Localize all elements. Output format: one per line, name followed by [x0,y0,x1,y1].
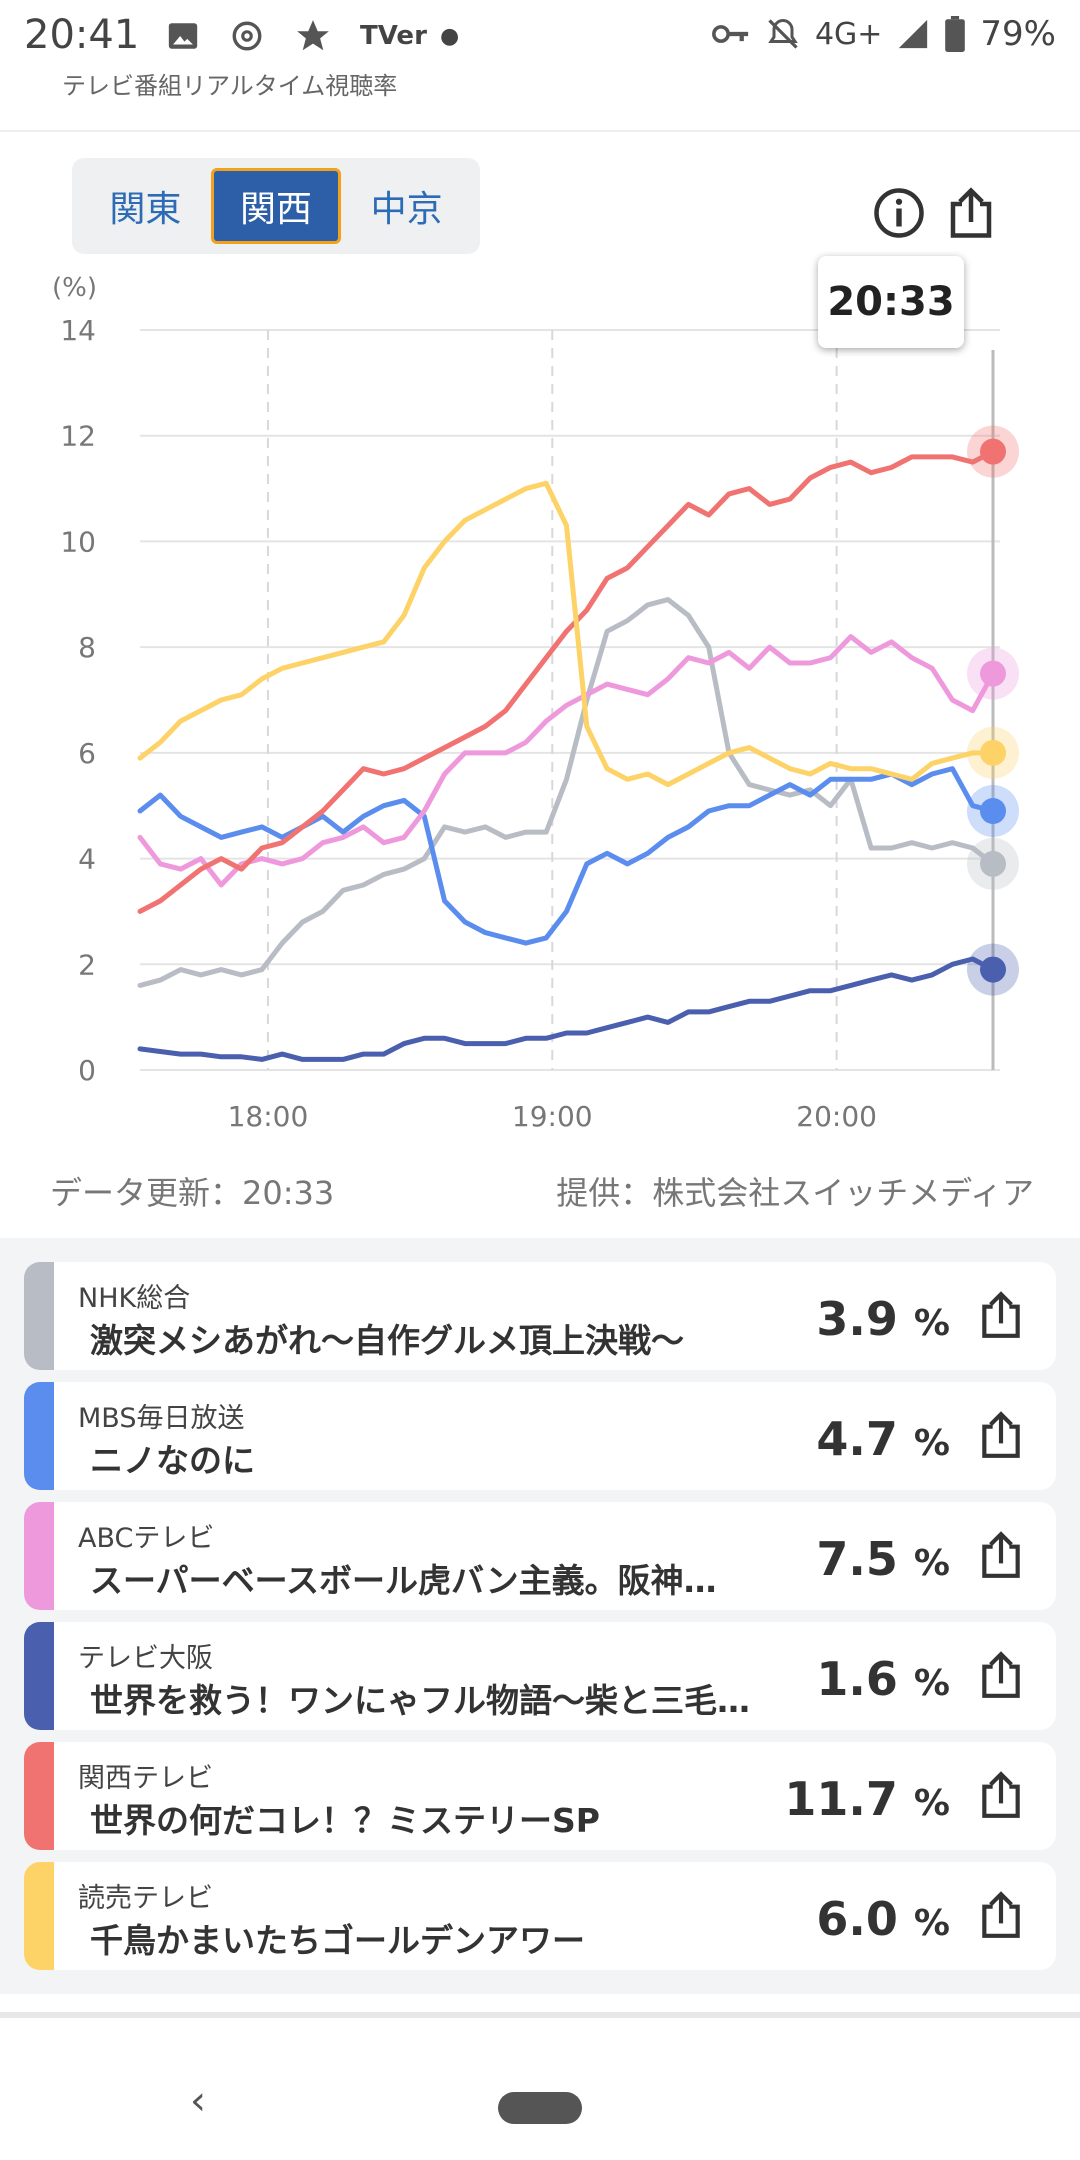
data-source: 提供：株式会社スイッチメディア [556,1174,1034,1212]
program-card-abc[interactable]: ABCテレビ スーパーベースボール虎バン主義。阪神… 7.5 % [24,1502,1056,1610]
channel-color-bar [24,1262,54,1370]
program-title: 激突メシあがれ〜自作グルメ頂上決戦〜 [90,1321,684,1360]
series-line [137,449,996,914]
info-icon[interactable] [872,186,926,240]
network-label: 4G+ [814,16,883,52]
rating-value: 3.9 % [816,1292,950,1346]
list-bottom-divider [0,2012,1080,2018]
bell-off-icon [768,18,798,49]
program-card-kansai-tv[interactable]: 関西テレビ 世界の何だコレ！？ミステリーSP 11.7 % [24,1742,1056,1850]
program-card-nhk[interactable]: NHK総合 激突メシあがれ〜自作グルメ頂上決戦〜 3.9 % [24,1262,1056,1370]
star-icon [294,18,332,54]
share-icon[interactable] [976,1890,1026,1940]
channel-name: MBS毎日放送 [78,1403,245,1434]
status-time: 20:41 [24,12,140,58]
channel-color-bar [24,1742,54,1850]
y-tick-label: 8 [78,631,96,664]
tver-icon: TVer [360,21,427,51]
y-axis-unit: (%) [52,273,97,303]
series-line [137,766,996,946]
channel-name: テレビ大阪 [78,1643,213,1674]
rating-value: 7.5 % [816,1532,950,1586]
program-card-ytv[interactable]: 読売テレビ 千鳥かまいたちゴールデンアワー 6.0 % [24,1862,1056,1970]
x-tick-label: 20:00 [796,1100,877,1133]
back-button[interactable]: ‹ [190,2078,206,2124]
program-title: 世界の何だコレ！？ミステリーSP [90,1801,600,1840]
status-right: 4G+ 79% [711,14,1056,54]
y-tick-label: 6 [78,737,96,770]
channel-name: 関西テレビ [78,1763,213,1794]
y-tick-label: 12 [60,420,96,453]
threads-icon [230,18,264,54]
tab-kanto[interactable]: 関東 [109,189,182,230]
rating-value: 6.0 % [816,1892,950,1946]
series-end-marker [980,660,1006,687]
channel-name: ABCテレビ [78,1523,215,1554]
y-tick-label: 0 [78,1054,96,1087]
channel-name: 読売テレビ [78,1883,213,1914]
chart-footer: データ更新：20:33 提供：株式会社スイッチメディア [50,1168,1034,1218]
tab-chukyo[interactable]: 中京 [370,189,443,230]
signal-icon [899,19,928,49]
update-time: データ更新：20:33 [50,1174,335,1212]
program-card-mbs[interactable]: MBS毎日放送 ニノなのに 4.7 % [24,1382,1056,1490]
ratings-chart[interactable]: (%) 0 2 4 6 8 10 12 14 18:00 19:00 20:00 [0,270,1080,1150]
channel-color-bar [24,1622,54,1730]
channel-color-bar [24,1382,54,1490]
x-tick-label: 18:00 [228,1100,309,1133]
battery-icon [945,16,966,52]
program-card-tv-osaka[interactable]: テレビ大阪 世界を救う！ワンにゃフル物語〜柴と三毛… 1.6 % [24,1622,1056,1730]
key-icon [712,25,749,43]
tab-kansai[interactable]: 関西 [210,168,342,244]
series-end-marker [980,798,1006,824]
program-title: スーパーベースボール虎バン主義。阪神… [90,1561,717,1600]
share-icon[interactable] [976,1650,1026,1700]
series-line [137,480,996,788]
program-title: 千鳥かまいたちゴールデンアワー [90,1921,585,1960]
series-line [137,634,996,888]
y-tick-label: 14 [60,314,96,347]
share-icon[interactable] [944,186,998,240]
status-bar: 20:41 TVer ● 4G+ 79% テレビ番組リアルタイム視聴率 [0,0,1080,100]
rating-value: 1.6 % [816,1652,950,1706]
channel-color-bar [24,1862,54,1970]
channel-name: NHK総合 [78,1283,191,1314]
share-icon[interactable] [976,1770,1026,1820]
program-title: 世界を救う！ワンにゃフル物語〜柴と三毛… [90,1681,750,1720]
app-title: テレビ番組リアルタイム視聴率 [62,72,398,100]
dot-icon: ● [440,23,460,49]
program-title: ニノなのに [90,1441,255,1480]
series-line [137,956,996,1062]
y-tick-label: 10 [60,525,96,558]
region-tabs: 関東 関西 中京 [72,158,480,254]
header-divider [0,130,1080,132]
image-icon [166,18,200,54]
system-nav-bar: ‹ [0,2020,1080,2160]
share-icon[interactable] [976,1290,1026,1340]
channel-color-bar [24,1502,54,1610]
share-icon[interactable] [976,1530,1026,1580]
series-end-marker [980,739,1006,766]
series-end-marker [980,850,1006,877]
rating-value: 11.7 % [784,1772,950,1826]
home-pill-button[interactable] [498,2092,582,2124]
rating-value: 4.7 % [816,1412,950,1466]
x-tick-label: 19:00 [512,1100,593,1133]
y-tick-label: 4 [78,843,96,876]
time-tooltip: 20:33 [818,256,964,348]
series-end-marker [980,956,1006,983]
y-tick-label: 2 [78,948,96,981]
series-end-marker [980,438,1006,465]
battery-label: 79% [980,14,1056,54]
share-icon[interactable] [976,1410,1026,1460]
